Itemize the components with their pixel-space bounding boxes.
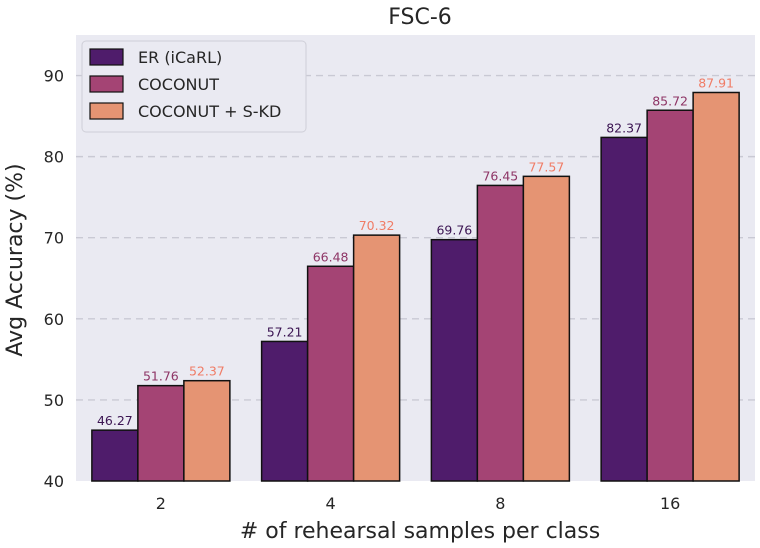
legend-swatch bbox=[89, 102, 124, 120]
data-label: 51.76 bbox=[143, 369, 179, 384]
data-label: 57.21 bbox=[267, 324, 303, 339]
bar bbox=[646, 109, 694, 482]
data-label: 66.48 bbox=[313, 249, 349, 264]
y-axis-ticks: 40 50 60 70 80 90 bbox=[44, 67, 64, 491]
data-label: 69.76 bbox=[436, 223, 472, 238]
legend-box bbox=[81, 40, 307, 133]
data-label: 82.37 bbox=[606, 120, 642, 135]
data-label: 77.57 bbox=[528, 159, 564, 174]
bar bbox=[476, 184, 525, 482]
bar bbox=[137, 384, 185, 482]
data-label: 87.91 bbox=[698, 75, 734, 90]
data-label: 76.45 bbox=[482, 168, 518, 183]
legend-label: ER (iCaRL) bbox=[138, 48, 222, 67]
data-labels: 46.27 51.76 52.37 57.21 66.48 70.32 69.76 76.45… bbox=[97, 75, 734, 428]
legend-label: COCONUT + S-KD bbox=[138, 102, 281, 121]
bar bbox=[522, 175, 571, 482]
x-tick-label: 8 bbox=[495, 494, 505, 513]
data-label: 52.37 bbox=[189, 364, 225, 379]
data-label: 85.72 bbox=[652, 93, 688, 108]
data-label: 46.27 bbox=[97, 413, 133, 428]
bar bbox=[692, 91, 740, 482]
y-tick-label: 90 bbox=[44, 67, 64, 86]
x-axis-label: # of rehearsal samples per class bbox=[240, 519, 600, 544]
y-tick-label: 50 bbox=[44, 391, 64, 410]
bar bbox=[600, 136, 648, 482]
legend-swatch bbox=[89, 48, 124, 66]
y-tick-label: 80 bbox=[44, 148, 64, 167]
x-tick-label: 2 bbox=[156, 494, 166, 513]
bars bbox=[91, 91, 740, 482]
x-tick-label: 16 bbox=[660, 494, 680, 513]
legend: ER (iCaRL) COCONUT COCONUT + S-KD bbox=[81, 40, 307, 133]
data-label: 70.32 bbox=[359, 218, 395, 233]
y-axis-label: Avg Accuracy (%) bbox=[3, 163, 28, 356]
x-axis-ticks: 2 4 8 16 bbox=[156, 494, 681, 513]
bar bbox=[352, 234, 401, 482]
bar bbox=[430, 238, 479, 482]
y-tick-label: 60 bbox=[44, 310, 64, 329]
y-tick-label: 70 bbox=[44, 229, 64, 248]
x-tick-label: 4 bbox=[326, 494, 336, 513]
legend-swatch bbox=[89, 75, 124, 93]
bar bbox=[183, 379, 231, 482]
bar bbox=[260, 340, 309, 482]
y-tick-label: 40 bbox=[44, 472, 64, 491]
chart-title: FSC-6 bbox=[388, 5, 452, 30]
bar bbox=[306, 265, 355, 482]
legend-label: COCONUT bbox=[138, 75, 219, 94]
bar bbox=[91, 429, 139, 482]
